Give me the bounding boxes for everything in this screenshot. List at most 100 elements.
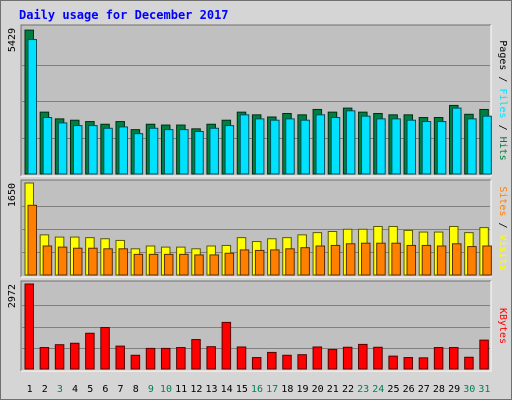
- x-tick-label-day-15: 15: [236, 384, 248, 395]
- panel-visits-sites: 1650 Sites / Visits: [7, 179, 508, 278]
- bar-kbytes-day-10: [160, 347, 171, 370]
- bar-sites-day-25: [391, 242, 401, 276]
- x-tick-label-day-18: 18: [281, 384, 293, 395]
- bar-kbytes-day-28: [433, 347, 444, 370]
- x-tick-label-day-24: 24: [372, 384, 384, 395]
- legend-entry-pages: Pages: [497, 40, 508, 70]
- bar-files-day-24: [376, 118, 386, 175]
- x-tick-label-day-19: 19: [296, 384, 308, 395]
- bar-files-day-14: [224, 125, 235, 175]
- bar-files-day-3: [57, 122, 68, 175]
- bar-kbytes-day-6: [100, 327, 110, 370]
- bar-files-day-5: [88, 125, 98, 175]
- bar-kbytes-day-20: [312, 346, 323, 370]
- panel-bevel-dark: [20, 280, 491, 371]
- bar-sites-day-14: [224, 252, 235, 276]
- bar-kbytes-day-18: [282, 354, 292, 370]
- bar-kbytes-day-31: [479, 339, 489, 370]
- chart-title: Daily usage for December 2017: [19, 8, 229, 22]
- bar-kbytes-day-26: [403, 357, 414, 370]
- x-tick-label-day-17: 17: [266, 384, 278, 395]
- panel-background: [21, 281, 491, 371]
- bar-sites-day-6: [103, 248, 113, 276]
- y-max-label: 1650: [7, 183, 18, 207]
- x-tick-label-day-11: 11: [175, 384, 187, 395]
- bar-files-day-17: [270, 119, 280, 175]
- legend-entry-hits: Hits: [497, 137, 508, 161]
- bar-sites-day-21: [330, 244, 341, 276]
- x-tick-label-day-30: 30: [463, 384, 475, 395]
- bar-sites-day-26: [406, 244, 417, 276]
- bar-kbytes-day-15: [236, 346, 247, 370]
- bar-files-day-29: [452, 107, 462, 175]
- bar-files-day-21: [330, 117, 341, 175]
- bar-files-day-16: [254, 118, 265, 175]
- bar-sites-day-18: [285, 248, 295, 276]
- series-files: [27, 39, 492, 175]
- x-tick-label-day-10: 10: [160, 384, 172, 395]
- bar-sites-day-30: [467, 246, 477, 276]
- bar-sites-day-15: [239, 249, 250, 276]
- legend-separator: /: [497, 70, 508, 88]
- bar-sites-day-19: [300, 247, 310, 276]
- bar-kbytes-day-11: [176, 347, 186, 370]
- bar-files-day-27: [421, 121, 432, 175]
- x-tick-label-day-27: 27: [418, 384, 430, 395]
- bar-kbytes-day-1: [24, 283, 34, 370]
- bar-kbytes-day-5: [85, 332, 95, 370]
- x-tick-label-day-6: 6: [102, 384, 108, 395]
- bar-kbytes-day-13: [206, 346, 216, 370]
- x-tick-label-day-9: 9: [148, 384, 154, 395]
- bar-kbytes-day-3: [54, 344, 65, 370]
- bar-kbytes-day-4: [69, 342, 80, 370]
- bar-files-day-22: [345, 110, 356, 175]
- series-sites: [27, 204, 492, 276]
- bar-files-day-4: [72, 125, 83, 175]
- bar-files-day-25: [391, 118, 401, 175]
- bar-sites-day-5: [88, 247, 98, 276]
- legend-entry-kbytes: KBytes: [497, 308, 508, 344]
- bar-files-day-12: [194, 131, 204, 175]
- x-tick-label-day-21: 21: [327, 384, 339, 395]
- panel-bevel-dark: [20, 179, 491, 277]
- bar-sites-day-13: [209, 254, 219, 276]
- bar-kbytes-day-8: [130, 354, 141, 370]
- x-tick-label-day-25: 25: [387, 384, 399, 395]
- legend-entry-visits: Visits: [497, 235, 508, 271]
- bar-kbytes-day-19: [297, 354, 307, 370]
- y-max-label: 5429: [7, 28, 18, 52]
- bar-kbytes-day-16: [251, 357, 262, 370]
- bar-files-day-31: [482, 115, 492, 175]
- bar-sites-day-24: [376, 242, 386, 276]
- bar-sites-day-29: [452, 243, 462, 276]
- bar-sites-day-4: [72, 247, 83, 276]
- bar-kbytes-day-7: [115, 345, 125, 370]
- legend-entry-sites: Sites: [497, 186, 508, 216]
- bar-sites-day-22: [345, 243, 356, 276]
- bar-sites-day-31: [482, 245, 492, 276]
- bar-kbytes-day-23: [358, 343, 368, 370]
- x-tick-label-day-20: 20: [312, 384, 324, 395]
- x-tick-label-day-3: 3: [57, 384, 63, 395]
- bar-kbytes-day-21: [327, 349, 338, 370]
- bar-kbytes-day-29: [449, 347, 459, 370]
- legend-separator: /: [497, 119, 508, 137]
- x-axis-day-labels: 1 2 3 4 5 6 7 8 9 10 11 12 13 14 15 16 17 18 19 20 21 22 23 24 2…: [27, 384, 491, 395]
- panel-hits-files-pages: 5429 Pages / Files / Hits: [7, 24, 508, 177]
- x-tick-label-day-4: 4: [72, 384, 78, 395]
- x-tick-label-day-1: 1: [27, 384, 33, 395]
- bar-sites-day-16: [254, 249, 265, 276]
- y-max-label: 2972: [7, 284, 18, 308]
- bar-files-day-8: [133, 133, 144, 175]
- bar-files-day-13: [209, 127, 219, 175]
- bar-kbytes-day-2: [39, 347, 50, 370]
- bar-sites-day-1: [27, 204, 37, 276]
- legend-kbytes: KBytes: [497, 308, 508, 344]
- bar-sites-day-11: [179, 253, 189, 276]
- bar-sites-day-8: [133, 253, 144, 276]
- bar-kbytes-day-17: [267, 351, 277, 370]
- bar-files-day-28: [436, 121, 447, 175]
- bar-sites-day-20: [315, 245, 326, 276]
- bar-sites-day-10: [163, 253, 174, 276]
- bar-sites-day-2: [42, 245, 53, 276]
